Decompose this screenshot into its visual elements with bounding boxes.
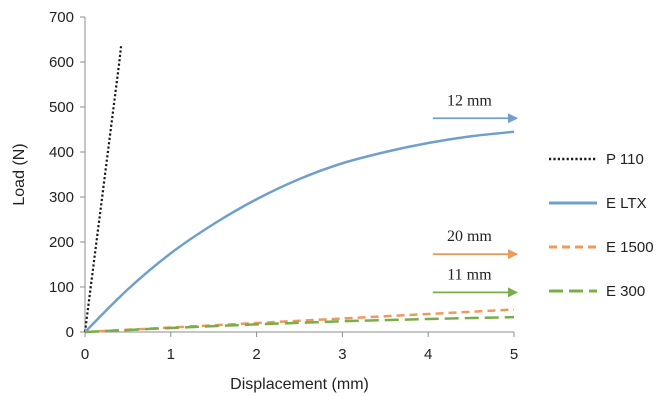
legend-label: E LTX [606,195,647,212]
series-line-p-110 [83,46,123,333]
series-line-e-300 [84,315,515,334]
x-tick-label: 2 [252,346,260,363]
legend-label: P 110 [606,151,644,168]
y-tick-label: 300 [49,189,74,206]
legend: P 110 E LTX E 1500 E 300 [549,151,654,300]
y-axis-ticks: 0 100 200 300 400 500 600 700 [49,9,85,341]
legend-label: E 300 [606,283,645,300]
x-tick-label: 4 [424,346,432,363]
y-tick-label: 500 [49,99,74,116]
series-line-e-ltx [84,130,515,333]
series-layer [83,46,515,334]
annotation-layer: 12 mm 20 mm 11 mm [432,92,518,298]
x-axis-title: Displacement (mm) [230,376,369,393]
x-tick-label: 1 [167,346,175,363]
y-axis-title: Load (N) [11,143,28,205]
y-tick-label: 600 [49,54,74,71]
x-axis-ticks: 0 1 2 3 4 5 [81,332,518,363]
annotation-label: 20 mm [447,228,492,245]
legend-label: E 1500 [606,239,654,256]
annotation-label: 12 mm [447,92,492,109]
x-tick-label: 5 [510,346,518,363]
y-tick-label: 200 [49,234,74,251]
annotation-label: 11 mm [447,266,492,283]
x-tick-label: 0 [81,346,89,363]
y-tick-label: 0 [66,324,74,341]
y-tick-label: 400 [49,144,74,161]
x-tick-label: 3 [338,346,346,363]
y-tick-label: 100 [49,279,74,296]
axes [84,17,514,333]
y-tick-label: 700 [49,9,74,26]
